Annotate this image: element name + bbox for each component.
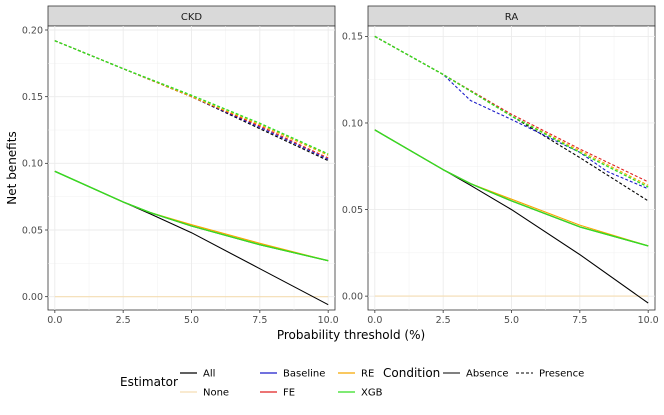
series-lines-ckd bbox=[54, 40, 329, 306]
legend-condition-title: Condition bbox=[383, 366, 440, 380]
legend-label-re: RE bbox=[361, 369, 374, 380]
x-tick-label: 5.0 bbox=[504, 315, 519, 326]
y-tick-label: 0.10 bbox=[342, 118, 363, 129]
y-axis-ckd: 0.00 0.05 0.10 0.15 0.20 bbox=[22, 25, 48, 303]
x-tick-label: 0.0 bbox=[47, 315, 62, 326]
y-tick-label: 0.00 bbox=[342, 291, 363, 302]
x-tick-label: 2.5 bbox=[116, 315, 131, 326]
x-tick-label: 10.0 bbox=[318, 315, 339, 326]
y-tick-label: 0.10 bbox=[22, 159, 43, 170]
x-tick-label: 7.5 bbox=[252, 315, 267, 326]
series-line-ra-baseline-presence bbox=[374, 35, 649, 190]
panel-ckd: CKD 0.00 0.05 0.10 0.15 0.20 0.0 2.5 5.0 7.5 10.… bbox=[22, 5, 339, 326]
series-line-ckd-xgb-absence bbox=[54, 170, 329, 262]
series-line-ra-xgb-presence bbox=[374, 35, 649, 188]
y-tick-label: 0.15 bbox=[22, 92, 43, 103]
series-line-ra-xgb-absence bbox=[374, 129, 649, 247]
series-line-ckd-re-presence bbox=[54, 40, 329, 156]
y-tick-label: 0.20 bbox=[22, 25, 43, 36]
legend-label-presence: Presence bbox=[539, 369, 584, 380]
legend-estimator-items: All None Baseline FE RE XGB bbox=[180, 369, 383, 399]
y-tick-label: 0.00 bbox=[22, 292, 43, 303]
legend-label-xgb: XGB bbox=[361, 388, 383, 399]
legend-label-none: None bbox=[203, 388, 229, 399]
series-lines-ra bbox=[374, 35, 649, 304]
legend-label-absence: Absence bbox=[466, 369, 509, 380]
legend: Estimator All None Baseline FE RE XGB Conditi… bbox=[120, 366, 584, 399]
x-tick-label: 10.0 bbox=[638, 315, 659, 326]
x-tick-label: 0.0 bbox=[367, 315, 382, 326]
legend-label-fe: FE bbox=[283, 388, 295, 399]
panel-title-ra: RA bbox=[505, 12, 519, 23]
y-tick-label: 0.05 bbox=[342, 205, 363, 216]
x-tick-label: 5.0 bbox=[184, 315, 199, 326]
y-axis-ra: 0.00 0.05 0.10 0.15 bbox=[342, 32, 368, 302]
x-axis-title: Probability threshold (%) bbox=[277, 328, 425, 342]
gridlines-ckd bbox=[48, 26, 335, 310]
panel-ra: RA 0.00 0.05 0.10 0.15 0.0 2.5 5.0 7.5 10.0 bbox=[342, 5, 659, 326]
legend-label-baseline: Baseline bbox=[283, 369, 325, 380]
legend-estimator-title: Estimator bbox=[120, 375, 178, 389]
y-tick-label: 0.15 bbox=[342, 32, 363, 43]
y-axis-title: Net benefits bbox=[5, 131, 19, 204]
legend-condition-items: Absence Presence bbox=[443, 369, 584, 380]
panel-title-ckd: CKD bbox=[181, 12, 203, 23]
legend-label-all: All bbox=[203, 369, 215, 380]
series-line-ckd-xgb-presence bbox=[54, 40, 329, 155]
x-tick-label: 7.5 bbox=[572, 315, 587, 326]
x-tick-label: 2.5 bbox=[436, 315, 451, 326]
y-tick-label: 0.05 bbox=[22, 225, 43, 236]
x-axis-ra: 0.0 2.5 5.0 7.5 10.0 bbox=[367, 310, 659, 326]
x-axis-ckd: 0.0 2.5 5.0 7.5 10.0 bbox=[47, 310, 339, 326]
